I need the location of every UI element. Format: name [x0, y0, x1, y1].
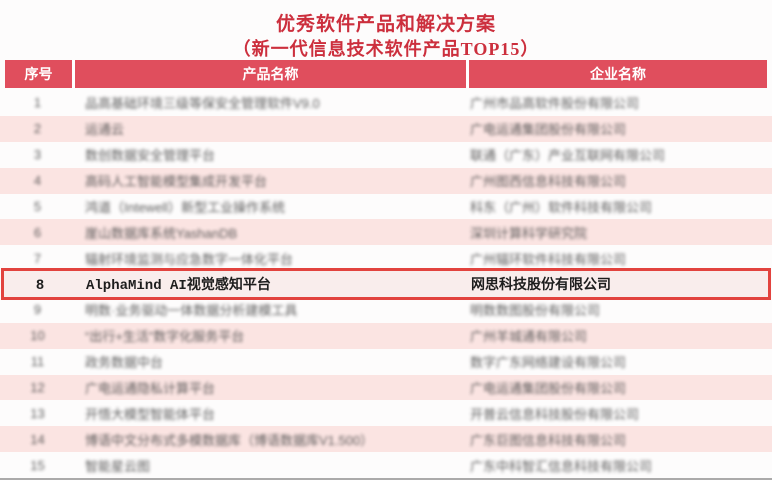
table-row-highlighted: 8 AlphaMind AI视觉感知平台 网思科技股份有限公司 — [1, 268, 771, 300]
row-company-name: 开普云信息科技股份有限公司 — [470, 406, 640, 422]
row-company-name: 广州羊城通有限公司 — [470, 329, 588, 345]
row-index: 8 — [36, 276, 44, 292]
row-index: 7 — [33, 250, 42, 266]
row-company-name: 数字广东网络建设有限公司 — [470, 355, 627, 371]
column-header-product: 产品名称 — [75, 60, 466, 88]
row-index: 14 — [30, 431, 45, 447]
row-company-name: 明数数图股份有限公司 — [470, 303, 601, 319]
row-index: 6 — [33, 224, 42, 240]
row-index: 2 — [33, 121, 42, 137]
row-company-name: 广东巨图信息科技有限公司 — [470, 432, 627, 448]
row-product-name: 数创数据安全管理平台 — [85, 148, 216, 164]
row-company-name: 广州图西信息科技有限公司 — [470, 174, 627, 190]
table-row: 12 广电运通隐私计算平台 广电运通集团股份有限公司 — [0, 374, 772, 401]
row-index: 12 — [30, 380, 45, 395]
column-header-company: 企业名称 — [469, 60, 767, 88]
row-product-name: 品高基础环境三级等保安全管理软件V9.0 — [85, 96, 320, 112]
row-index: 9 — [33, 302, 42, 318]
row-index: 11 — [30, 354, 45, 370]
table-row: 7 辐射环境监测与应急数字一体化平台 广州辐环软件科技有限公司 — [0, 245, 772, 271]
page-title: 优秀软件产品和解决方案 — [275, 14, 496, 35]
row-product-name: 广电运通隐私计算平台 — [85, 381, 216, 396]
row-company-name: 网思科技股份有限公司 — [471, 276, 611, 292]
row-company-name: 联通（广东）产业互联网有限公司 — [470, 148, 666, 164]
column-header-index: 序号 — [5, 60, 72, 88]
bottom-edge-line — [0, 478, 772, 480]
row-product-name: 明数·业务驱动一体数据分析建模工具 — [85, 303, 298, 319]
row-product-name: 辐射环境监测与应急数字一体化平台 — [85, 251, 294, 267]
table-row: 3 数创数据安全管理平台 联通（广东）产业互联网有限公司 — [0, 142, 772, 168]
table-header-row: 序号 产品名称 企业名称 — [5, 60, 767, 88]
table-row: 9 明数·业务驱动一体数据分析建模工具 明数数图股份有限公司 — [0, 297, 772, 323]
page-subtitle: （新一代信息技术软件产品TOP15） — [232, 39, 540, 59]
row-index: 15 — [30, 457, 45, 473]
row-product-name: 鸿道（Intewell）新型工业操作系统 — [85, 199, 286, 215]
table-row: 14 博语中文分布式多模数据库（博语数据库V1.500） 广东巨图信息科技有限公司 — [0, 426, 772, 453]
row-index: 13 — [30, 405, 45, 421]
row-product-name: 智能星云图 — [85, 458, 151, 474]
row-company-name: 科东（广州）软件科技有限公司 — [470, 199, 653, 215]
table-row: 13 开悟大模型智能体平台 开普云信息科技股份有限公司 — [0, 400, 772, 426]
row-product-name: 开悟大模型智能体平台 — [85, 406, 216, 422]
table-row: 10 “出行+生活”数字化服务平台 广州羊城通有限公司 — [0, 322, 772, 349]
row-product-name: “出行+生活”数字化服务平台 — [85, 329, 245, 345]
row-index: 5 — [33, 198, 42, 214]
table-row: 1 品高基础环境三级等保安全管理软件V9.0 广州市品高软件股份有限公司 — [0, 90, 772, 116]
table-row: 6 崖山数据库系统YashanDB 深圳计算科学研究院 — [0, 219, 772, 246]
row-product-name: 政务数据中台 — [85, 355, 164, 371]
row-product-name: 运通云 — [85, 122, 125, 138]
row-company-name: 广州市品高软件股份有限公司 — [470, 96, 640, 112]
row-product-name: 博语中文分布式多模数据库（博语数据库V1.500） — [85, 432, 374, 448]
row-product-name: AlphaMind AI视觉感知平台 — [86, 278, 271, 294]
table-row: 15 智能星云图 广东中科智汇信息科技有限公司 — [0, 452, 772, 478]
row-index: 10 — [30, 328, 45, 344]
row-company-name: 广电运通集团股份有限公司 — [470, 122, 627, 138]
row-company-name: 广东中科智汇信息科技有限公司 — [470, 458, 653, 474]
row-company-name: 广州辐环软件科技有限公司 — [470, 251, 627, 267]
row-product-name: 崖山数据库系统YashanDB — [85, 225, 238, 241]
row-index: 4 — [33, 173, 42, 189]
table-row: 5 鸿道（Intewell）新型工业操作系统 科东（广州）软件科技有限公司 — [0, 193, 772, 219]
row-company-name: 广电运通集团股份有限公司 — [470, 381, 627, 396]
row-index: 3 — [33, 147, 42, 163]
table-row: 2 运通云 广电运通集团股份有限公司 — [0, 115, 772, 142]
row-company-name: 深圳计算科学研究院 — [470, 225, 588, 241]
row-product-name: 高码人工智能模型集成开发平台 — [85, 174, 268, 190]
table-row: 4 高码人工智能模型集成开发平台 广州图西信息科技有限公司 — [0, 167, 772, 194]
row-index: 1 — [33, 95, 42, 111]
table-row: 11 政务数据中台 数字广东网络建设有限公司 — [0, 349, 772, 375]
